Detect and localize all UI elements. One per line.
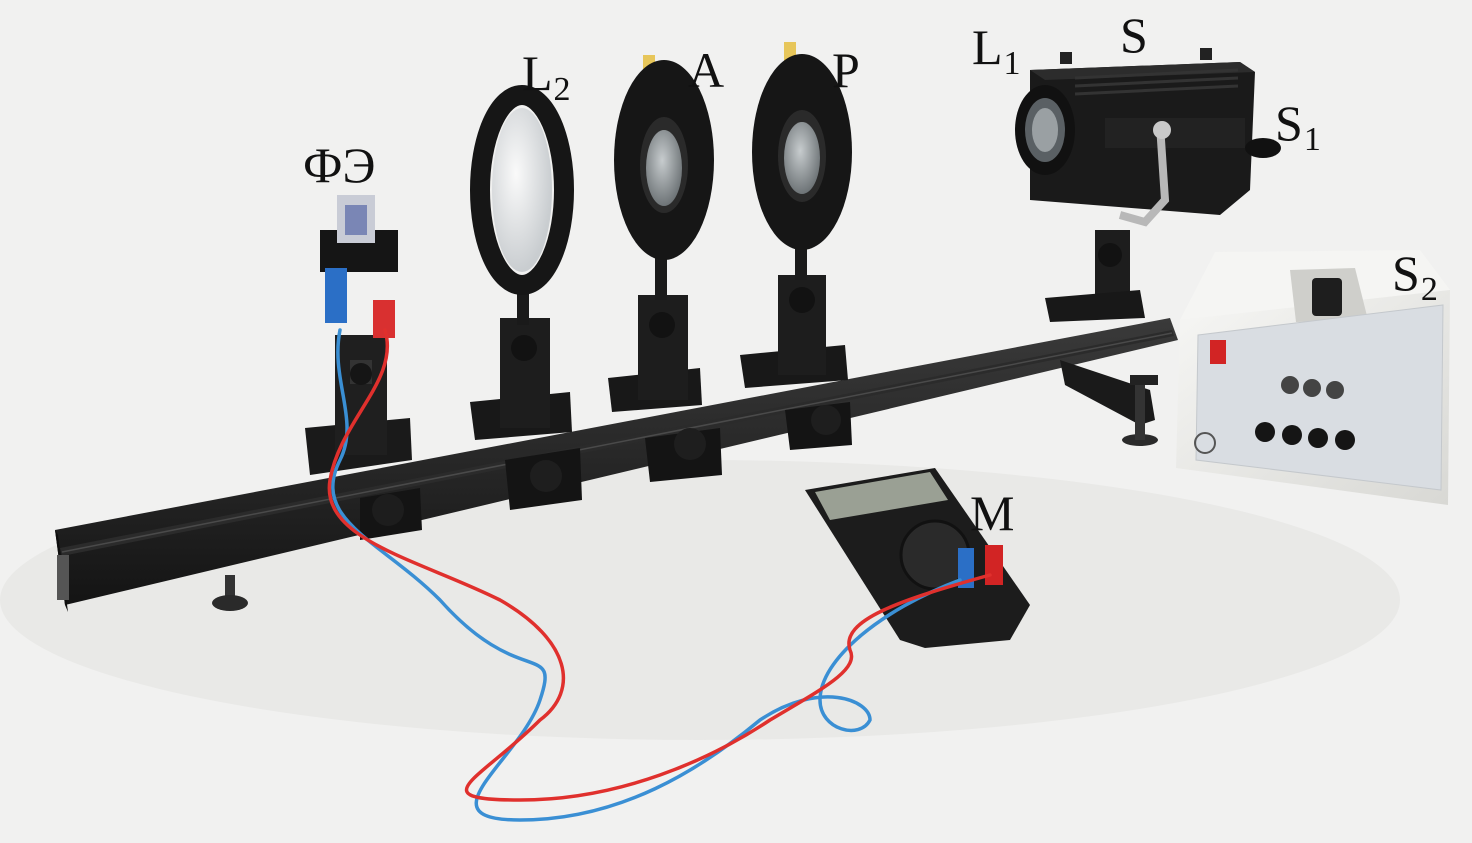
label-lens-l1-sub: 1: [1003, 45, 1021, 82]
label-lens-l2: L2: [522, 45, 571, 107]
analyzer-assembly: [608, 55, 722, 482]
lens-l2-assembly: [470, 85, 582, 510]
label-analyzer: A: [688, 42, 725, 98]
label-photocell: ФЭ: [303, 137, 376, 193]
power-supply: [1176, 250, 1450, 505]
label-meter: M: [970, 485, 1015, 541]
photocell-assembly: [305, 195, 422, 540]
label-lens-l1-main: L: [972, 19, 1003, 75]
label-lens-l2-sub: 2: [553, 71, 571, 108]
label-source-s2-sub: 2: [1420, 271, 1438, 308]
label-source-s2-main: S: [1392, 245, 1420, 301]
lamp-housing: [1015, 48, 1281, 322]
label-lens-l1: L1: [972, 19, 1021, 81]
label-lens-l2-main: L: [522, 45, 553, 101]
label-polarizer: P: [832, 42, 860, 98]
polarizer-assembly: [740, 42, 852, 450]
label-source-s1-sub: 1: [1303, 121, 1321, 158]
label-source-s1-main: S: [1275, 95, 1303, 151]
label-source-s1: S1: [1275, 95, 1321, 157]
multimeter: [805, 468, 1030, 648]
label-source-s2: S2: [1392, 245, 1438, 307]
cables: [327, 328, 992, 822]
label-source: S: [1120, 7, 1148, 63]
optical-rail: [55, 318, 1178, 612]
